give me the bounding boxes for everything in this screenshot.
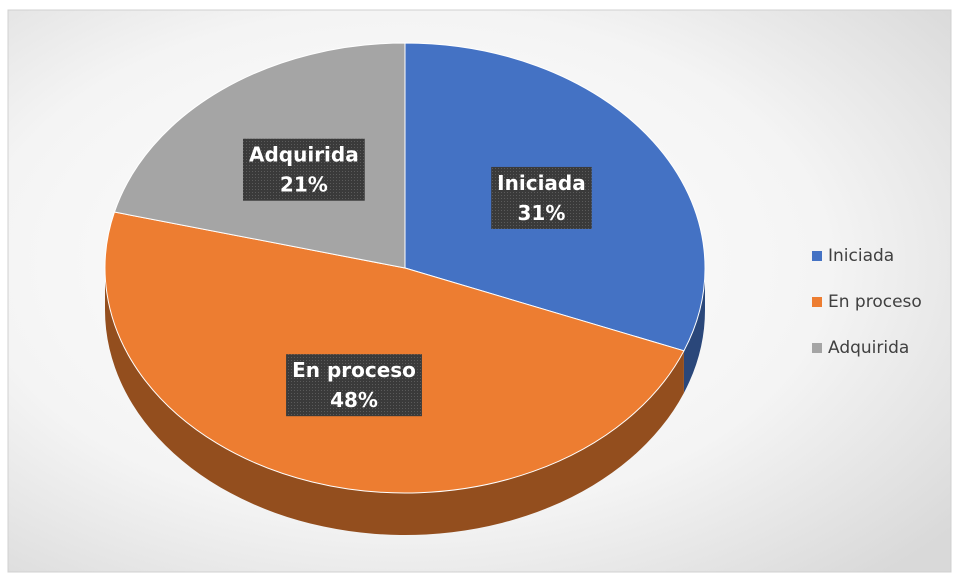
slice-side [104,268,684,535]
data-label: Iniciada 31% [491,166,592,229]
data-label-box [491,166,592,229]
slice [104,211,685,494]
data-label-value: 48% [330,388,378,412]
legend-swatch [812,343,822,353]
slice-side [683,268,705,393]
data-label: Adquirida 21% [242,138,365,201]
data-label-value: 31% [518,201,566,225]
data-label-name: En proceso [292,358,416,382]
data-label: En proceso 48% [286,354,422,417]
legend-swatch [812,251,822,261]
data-label-name: Iniciada [497,171,586,195]
data-label-box [286,354,422,417]
data-label-name: Adquirida [249,143,359,167]
legend-label: Iniciada [828,246,894,266]
data-label-value: 21% [280,173,328,197]
legend-swatch [812,297,822,307]
legend-label: En proceso [828,292,922,312]
data-label-box [242,138,365,201]
legend-label: Adquirida [828,338,909,358]
